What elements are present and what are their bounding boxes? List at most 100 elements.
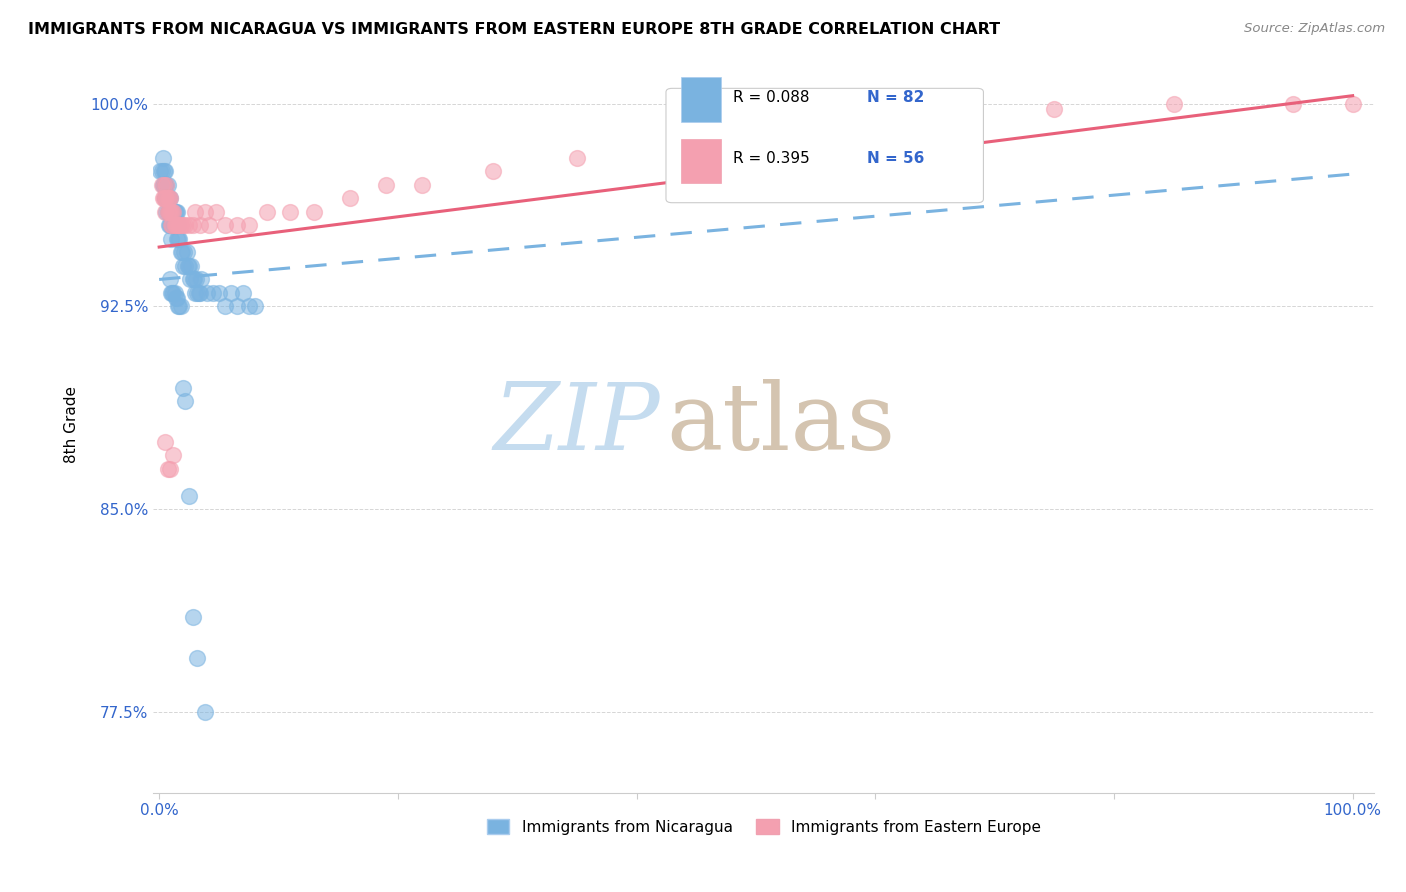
Point <box>243 300 266 314</box>
Point <box>153 164 176 178</box>
Point <box>924 111 946 125</box>
Point <box>163 285 186 300</box>
Point <box>187 285 209 300</box>
Text: N = 82: N = 82 <box>868 90 925 104</box>
Point <box>225 300 247 314</box>
Point <box>162 285 184 300</box>
Point <box>155 191 177 205</box>
Point <box>166 232 188 246</box>
Point <box>155 205 177 219</box>
Point <box>482 164 505 178</box>
Point <box>160 285 183 300</box>
Point <box>159 461 181 475</box>
Point <box>173 245 195 260</box>
Point <box>238 300 260 314</box>
Point <box>149 164 172 178</box>
Point <box>163 205 186 219</box>
Point <box>167 232 190 246</box>
Point <box>188 219 211 233</box>
Point <box>181 610 204 624</box>
Point <box>156 191 179 205</box>
Point <box>184 205 207 219</box>
Point <box>238 219 260 233</box>
Point <box>184 285 207 300</box>
Point <box>160 219 183 233</box>
Point <box>160 219 183 233</box>
Point <box>205 205 228 219</box>
Point <box>157 205 180 219</box>
Point <box>193 705 215 719</box>
Point <box>157 205 180 219</box>
Point <box>177 259 200 273</box>
Point <box>186 285 208 300</box>
Point <box>172 259 194 273</box>
Point <box>195 285 218 300</box>
Point <box>169 300 191 314</box>
Point <box>153 191 176 205</box>
Point <box>153 205 176 219</box>
Point <box>188 285 211 300</box>
Point <box>159 205 181 219</box>
Point <box>174 259 197 273</box>
Point <box>162 285 184 300</box>
Point <box>169 300 191 314</box>
Point <box>201 285 224 300</box>
Point <box>565 151 588 165</box>
Point <box>152 151 174 165</box>
Point <box>198 219 221 233</box>
FancyBboxPatch shape <box>681 78 721 121</box>
Point <box>152 178 174 192</box>
Point <box>162 219 184 233</box>
Point <box>156 178 179 192</box>
Point <box>159 205 181 219</box>
Point <box>153 178 176 192</box>
Point <box>167 219 190 233</box>
Point <box>163 219 186 233</box>
Point <box>1282 96 1305 111</box>
Point <box>155 178 177 192</box>
Point <box>177 489 200 503</box>
Point <box>280 205 302 219</box>
Point <box>208 285 231 300</box>
Point <box>1043 102 1066 116</box>
Point <box>159 191 181 205</box>
Point <box>176 245 198 260</box>
Point <box>159 219 181 233</box>
Point <box>1341 96 1364 111</box>
Point <box>804 124 827 138</box>
Point <box>160 232 183 246</box>
Point <box>374 178 396 192</box>
Point <box>162 448 184 462</box>
Point <box>153 178 176 192</box>
Point <box>162 205 184 219</box>
Text: IMMIGRANTS FROM NICARAGUA VS IMMIGRANTS FROM EASTERN EUROPE 8TH GRADE CORRELATIO: IMMIGRANTS FROM NICARAGUA VS IMMIGRANTS … <box>28 22 1000 37</box>
Point <box>156 205 179 219</box>
Point <box>165 205 187 219</box>
Point <box>181 219 204 233</box>
Point <box>153 191 176 205</box>
Point <box>169 219 191 233</box>
Point <box>150 164 173 178</box>
Point <box>160 205 183 219</box>
Point <box>156 461 179 475</box>
Point <box>304 205 326 219</box>
Point <box>162 205 184 219</box>
Point <box>685 137 707 152</box>
Point <box>181 272 204 286</box>
Point <box>174 394 197 409</box>
Point <box>162 219 184 233</box>
Point <box>162 219 184 233</box>
Point <box>166 205 188 219</box>
Text: Source: ZipAtlas.com: Source: ZipAtlas.com <box>1244 22 1385 36</box>
Point <box>157 191 180 205</box>
Point <box>174 219 197 233</box>
Point <box>153 434 176 449</box>
Point <box>193 205 215 219</box>
Point <box>157 219 180 233</box>
Point <box>153 164 176 178</box>
Point <box>167 300 190 314</box>
Point <box>162 205 184 219</box>
Point <box>177 219 200 233</box>
Point <box>150 178 173 192</box>
Point <box>186 272 208 286</box>
